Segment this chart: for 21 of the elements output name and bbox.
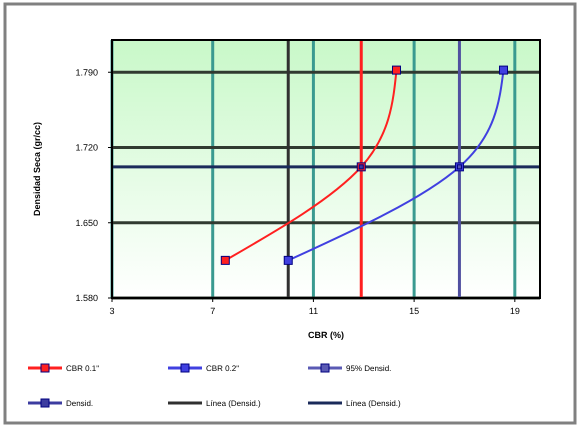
legend-label: Línea (Densid.) [346, 399, 402, 408]
point [498, 66, 508, 75]
y-tick-label: 1.790 [75, 67, 98, 78]
legend-label: Línea (Densid.) [206, 399, 262, 408]
legend-label: 95% Densid. [346, 364, 392, 373]
legend-label: Densid. [66, 399, 94, 408]
x-tick-label: 7 [210, 306, 216, 316]
y-axis-title: Densidad Seca (gr/cc) [32, 122, 42, 216]
x-tick-label: 3 [109, 306, 115, 316]
y-tick-label: 1.720 [75, 142, 98, 152]
point [284, 256, 293, 265]
y-tick-label: 1.650 [75, 218, 98, 228]
legend-label: CBR 0.2" [206, 364, 240, 373]
x-tick-label: 19 [510, 306, 520, 316]
point [220, 256, 230, 265]
y-tick-label: 1.580 [75, 293, 98, 303]
point [392, 66, 401, 75]
x-axis-title: CBR (%) [308, 330, 344, 340]
legend-label: CBR 0.1" [66, 364, 100, 373]
x-tick-label: 15 [409, 306, 420, 316]
x-tick-label: 11 [308, 306, 318, 316]
